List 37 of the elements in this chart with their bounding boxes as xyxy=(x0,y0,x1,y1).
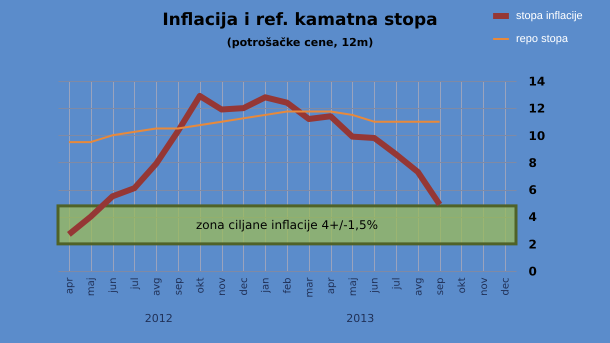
x-tick-label: nov xyxy=(217,277,228,296)
x-tick-label: jul xyxy=(392,278,403,290)
y-tick-label: 2 xyxy=(528,237,537,252)
line-series xyxy=(68,110,441,144)
x-tick-label: jan xyxy=(260,278,272,294)
x-tick-label: jun xyxy=(370,278,381,294)
x-tick-label: dec xyxy=(500,278,512,296)
text: 2012 xyxy=(144,312,173,325)
y-tick-label: 0 xyxy=(528,264,537,278)
x-tick-label: feb xyxy=(282,278,294,294)
legend-label: stopa inflacije xyxy=(516,10,583,22)
x-tick-label: avg xyxy=(413,278,424,296)
text: 2013 xyxy=(346,312,374,325)
chart-title: Inflacija i ref. kamatna stopa xyxy=(162,10,438,30)
x-tick-label: jun xyxy=(108,278,120,294)
x-tick-label: maj xyxy=(86,278,98,296)
x-tick-label: mar xyxy=(304,276,316,298)
y-tick-label: 6 xyxy=(528,183,537,198)
x-tick-label: sep xyxy=(435,278,446,296)
x-tick-label: okt xyxy=(195,277,206,294)
y-tick-label: 8 xyxy=(528,156,537,170)
band-label: zona ciljane inflacije 4+/-1,5% xyxy=(196,218,378,232)
chart-subtitle: (potrošačke cene, 12m) xyxy=(226,36,374,49)
x-tick-label: avg xyxy=(152,278,163,296)
y-tick-label: 12 xyxy=(528,102,546,116)
x-tick-label: maj xyxy=(348,278,359,296)
x-tick-label: okt xyxy=(456,277,468,294)
x-tick-label: jul xyxy=(130,278,141,290)
x-tick-label: sep xyxy=(173,278,184,296)
y-tick-label: 10 xyxy=(528,128,546,143)
y-tick-label: 14 xyxy=(528,74,546,88)
legend-label: repo stopa xyxy=(516,33,569,45)
x-tick-label: dec xyxy=(238,278,250,296)
y-tick-label: 4 xyxy=(528,210,537,224)
x-tick-label: nov xyxy=(478,277,490,296)
x-tick-label: apr xyxy=(326,276,338,294)
x-tick-label: apr xyxy=(64,276,76,294)
